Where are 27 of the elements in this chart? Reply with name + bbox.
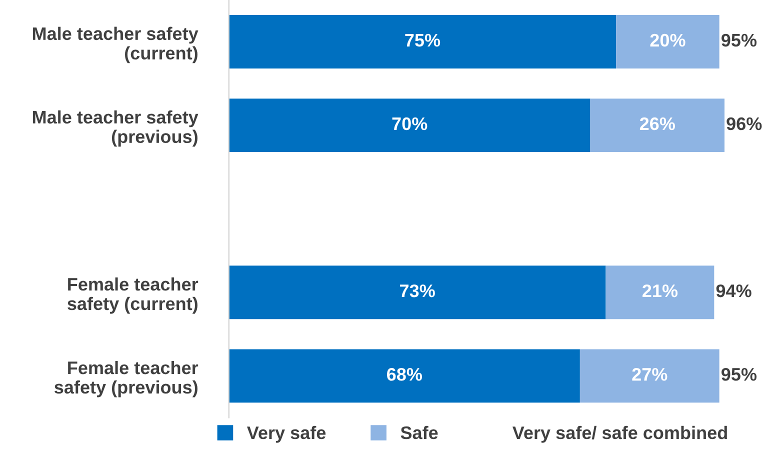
text: Very safe/ safe combined — [512, 426, 727, 443]
data-label: 75% — [405, 34, 440, 47]
data-label: 27% — [632, 368, 668, 381]
data-label: 73% — [400, 284, 435, 298]
y-tick-label: Male teacher safety (current) — [32, 26, 198, 64]
bar — [580, 349, 720, 403]
data-label: 70% — [392, 117, 428, 130]
legend-label: Very safe — [247, 426, 326, 443]
bar — [228, 349, 580, 403]
bar — [616, 15, 720, 68]
bar — [590, 98, 724, 152]
total-label: 94% — [716, 284, 752, 298]
data-label: 21% — [642, 284, 678, 298]
total-label: 95% — [722, 34, 757, 47]
total-label: 95% — [722, 368, 757, 381]
bar — [228, 266, 606, 320]
y-tick-label: Female teacher safety (current) — [68, 277, 198, 314]
data-label: 68% — [387, 368, 422, 381]
total-label: 96% — [726, 117, 762, 130]
y-tick-label: Female teacher safety (previous) — [54, 360, 198, 398]
bar — [228, 15, 616, 68]
legend-label: Safe — [400, 426, 438, 440]
y-tick-label: Male teacher safety (previous) — [32, 110, 198, 147]
bar — [228, 98, 590, 152]
bar — [606, 266, 714, 320]
data-label: 26% — [640, 117, 675, 130]
data-label: 20% — [650, 34, 686, 47]
